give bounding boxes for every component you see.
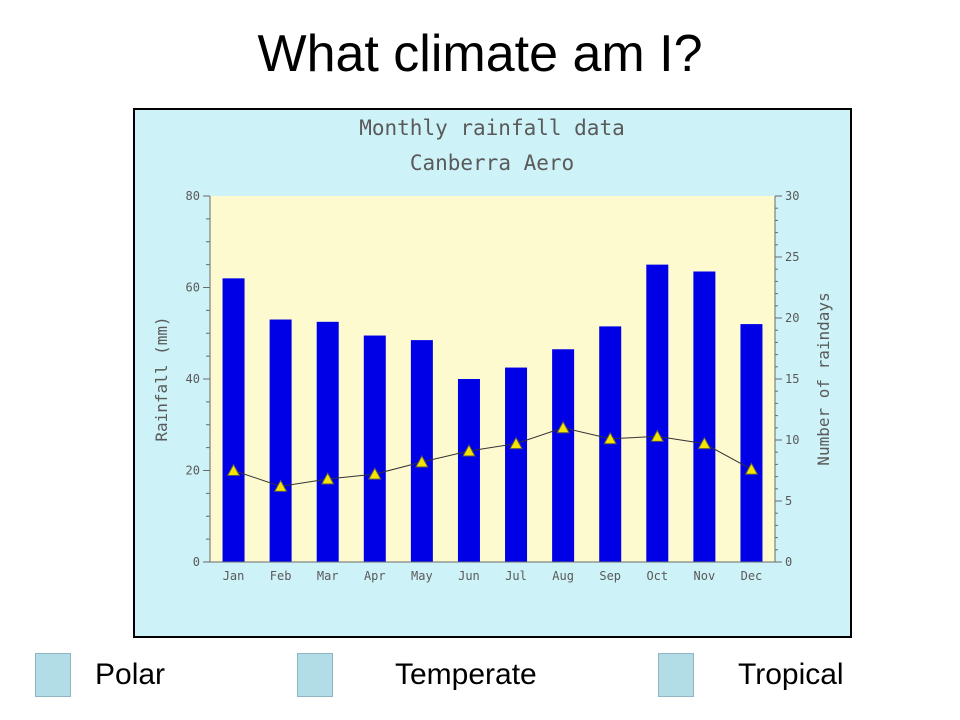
- y2-tick-label: 30: [785, 189, 799, 203]
- raindays-marker-jul: [509, 436, 523, 450]
- x-tick-label-dec: Dec: [741, 569, 763, 583]
- bar-jan: [222, 278, 245, 562]
- raindays-marker-feb: [273, 479, 288, 492]
- option-temperate-label: Temperate: [395, 658, 537, 691]
- raindays-marker-sep: [603, 431, 618, 445]
- bar-feb: [269, 319, 292, 562]
- bar-jun: [457, 379, 480, 562]
- bar-mar: [316, 321, 339, 562]
- rainfall-chart: Monthly rainfall data Canberra Aero 0 20 40 6…: [152, 116, 833, 583]
- bar-dec: [740, 324, 763, 562]
- option-polar[interactable]: Polar: [35, 652, 165, 698]
- bar-may: [410, 340, 433, 562]
- bar-oct: [646, 264, 669, 562]
- y2-tick-label: 5: [785, 494, 792, 508]
- plot-area: [210, 196, 775, 562]
- y2-tick-label: 0: [785, 555, 792, 569]
- x-tick-label-apr: Apr: [364, 569, 386, 583]
- x-tick-label-mar: Mar: [317, 569, 339, 583]
- option-temperate[interactable]: Temperate: [297, 652, 537, 698]
- option-tropical-checkbox[interactable]: [658, 653, 694, 697]
- raindays-marker-dec: [744, 462, 759, 475]
- y-tick-label: 0: [193, 555, 200, 569]
- x-tick-label-jan: Jan: [223, 569, 245, 583]
- bar-nov: [693, 271, 716, 562]
- x-tick-label-jun: Jun: [458, 569, 480, 583]
- y2-tick-label: 15: [785, 372, 799, 386]
- raindays-marker-nov: [697, 436, 712, 450]
- raindays-marker-oct: [650, 429, 665, 442]
- raindays-marker-may: [415, 454, 429, 468]
- y2-tick-label: 10: [785, 433, 799, 447]
- x-tick-label-feb: Feb: [270, 569, 292, 583]
- chart-subtitle: Canberra Aero: [410, 151, 574, 175]
- raindays-marker-apr: [367, 467, 382, 480]
- y-axis-title: Rainfall (mm): [152, 316, 171, 441]
- x-tick-label-sep: Sep: [599, 569, 621, 583]
- slide-title: What climate am I?: [257, 25, 703, 83]
- y2-tick-label: 20: [785, 311, 799, 325]
- y-tick-label: 20: [186, 464, 200, 478]
- x-tick-label-jul: Jul: [505, 569, 527, 583]
- option-temperate-checkbox[interactable]: [297, 653, 333, 697]
- x-tick-label-may: May: [411, 569, 433, 583]
- bar-aug: [552, 349, 575, 562]
- y2-axis-title: Number of raindays: [814, 292, 833, 465]
- y-tick-label: 80: [186, 189, 200, 203]
- x-tick-label-oct: Oct: [646, 569, 668, 583]
- bar-apr: [363, 335, 386, 562]
- raindays-marker-jun: [462, 443, 476, 457]
- y-tick-label: 40: [186, 372, 200, 386]
- chart-panel: Monthly rainfall data Canberra Aero 0 20 40 6…: [133, 108, 852, 638]
- y-tick-label: 60: [186, 281, 200, 295]
- option-polar-label: Polar: [95, 658, 166, 691]
- option-tropical-label: Tropical: [738, 658, 844, 691]
- y2-tick-label: 25: [785, 250, 799, 264]
- x-tick-label-aug: Aug: [552, 569, 574, 583]
- x-tick-label-nov: Nov: [694, 569, 716, 583]
- raindays-marker-mar: [320, 471, 335, 485]
- raindays-marker-aug: [556, 420, 570, 434]
- raindays-line: [233, 427, 752, 487]
- bar-jul: [505, 367, 528, 562]
- option-tropical[interactable]: Tropical: [658, 652, 844, 698]
- option-polar-checkbox[interactable]: [35, 653, 71, 697]
- raindays-marker-jan: [226, 463, 241, 476]
- chart-title: Monthly rainfall data: [359, 116, 625, 140]
